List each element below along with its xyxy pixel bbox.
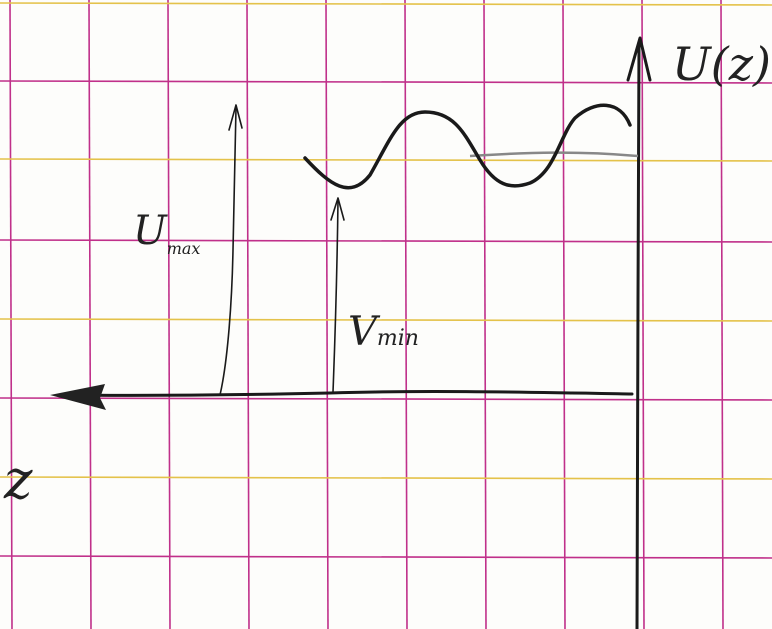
- max-subscript: max: [167, 239, 201, 258]
- sketch: U(z) z Umax Vmin: [0, 0, 772, 629]
- u-axis-label: U(z): [672, 37, 771, 91]
- max-symbol: U: [133, 208, 168, 254]
- min-subscript: min: [377, 326, 419, 351]
- paper: [0, 0, 772, 629]
- z-axis-label: z: [3, 448, 33, 511]
- u-axis: [637, 45, 639, 629]
